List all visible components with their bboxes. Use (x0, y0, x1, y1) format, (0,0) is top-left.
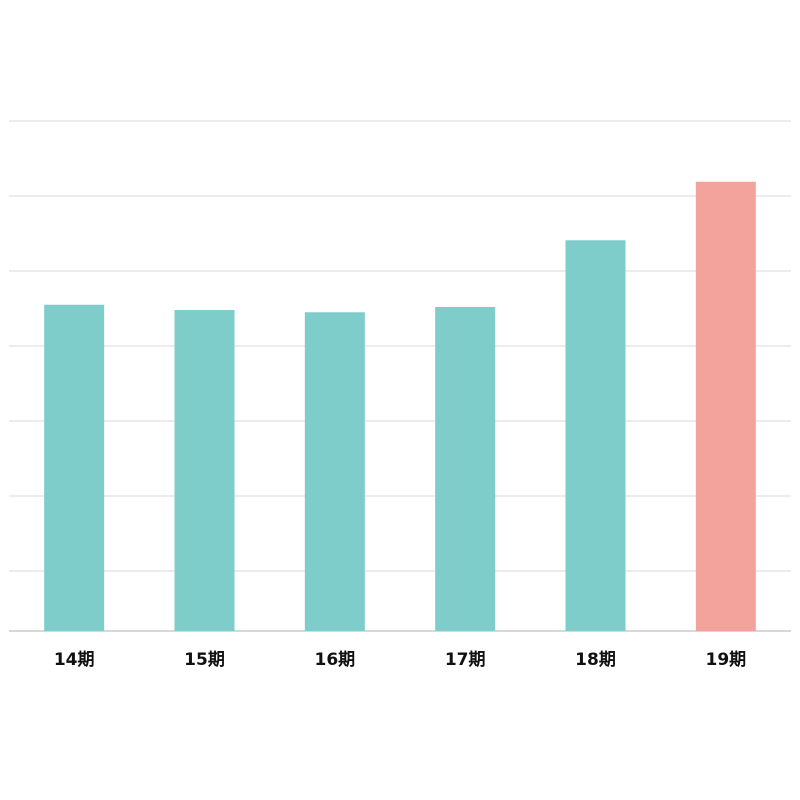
x-tick-label: 14期 (54, 650, 95, 670)
x-tick-label: 18期 (575, 650, 616, 670)
bar (304, 312, 365, 631)
x-tick-label: 16期 (314, 650, 355, 670)
x-tick-label: 15期 (184, 650, 225, 670)
x-tick-label: 17期 (445, 650, 486, 670)
bar (174, 310, 235, 631)
x-tick-label: 19期 (705, 650, 746, 670)
bar (435, 307, 496, 631)
bar (44, 304, 105, 631)
bar (695, 181, 756, 631)
bar (565, 240, 626, 631)
